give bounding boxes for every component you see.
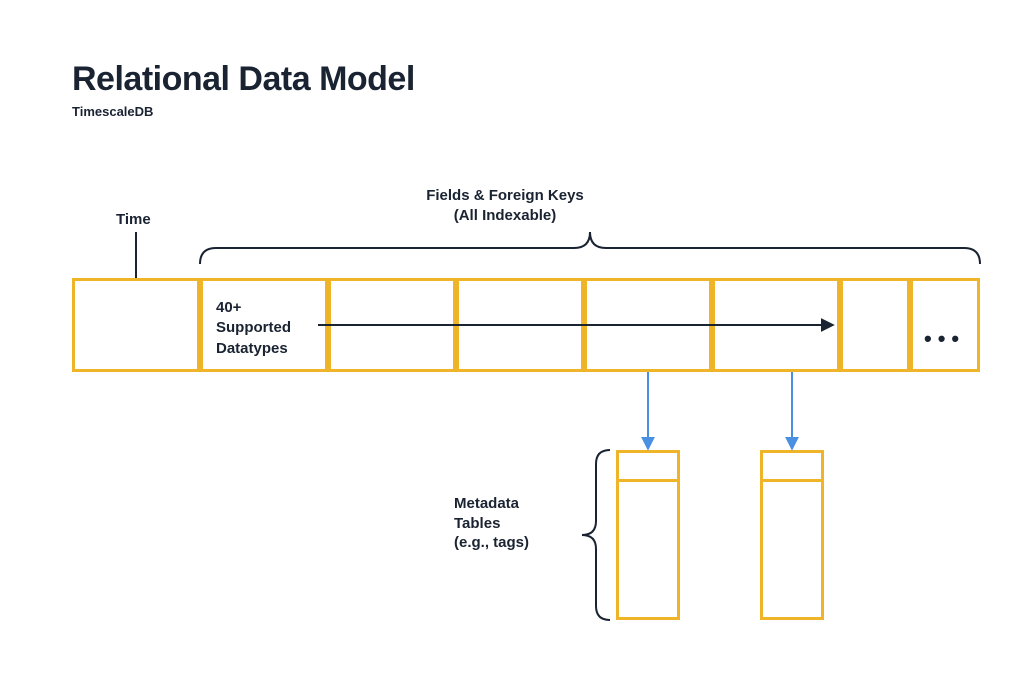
datatypes-line1: 40+ <box>216 299 241 316</box>
datatypes-line3: Datatypes <box>216 340 288 357</box>
row-cell <box>72 278 200 372</box>
metadata-line2: Tables <box>454 515 500 532</box>
row-cell <box>328 278 456 372</box>
fields-label-line1: Fields & Foreign Keys <box>426 187 584 204</box>
row-cell <box>910 278 980 372</box>
time-label: Time <box>116 210 151 230</box>
row-cell <box>456 278 584 372</box>
metadata-line1: Metadata <box>454 495 519 512</box>
diagram-canvas: Relational Data Model TimescaleDB Time F… <box>0 0 1024 696</box>
row-cell <box>840 278 910 372</box>
datatypes-line2: Supported <box>216 319 291 336</box>
metadata-table-header <box>619 453 677 482</box>
row-cell <box>712 278 840 372</box>
diagram-subtitle: TimescaleDB <box>72 104 153 119</box>
diagram-title: Relational Data Model <box>72 60 415 99</box>
metadata-table <box>760 450 824 620</box>
row-cell <box>584 278 712 372</box>
fields-label-line2: (All Indexable) <box>454 207 557 224</box>
ellipsis-icon: ••• <box>924 326 965 352</box>
fields-label: Fields & Foreign Keys (All Indexable) <box>415 186 595 225</box>
metadata-table <box>616 450 680 620</box>
metadata-line3: (e.g., tags) <box>454 534 529 551</box>
metadata-label: Metadata Tables (e.g., tags) <box>454 494 529 553</box>
metadata-table-header <box>763 453 821 482</box>
datatypes-label: 40+ Supported Datatypes <box>216 298 291 359</box>
